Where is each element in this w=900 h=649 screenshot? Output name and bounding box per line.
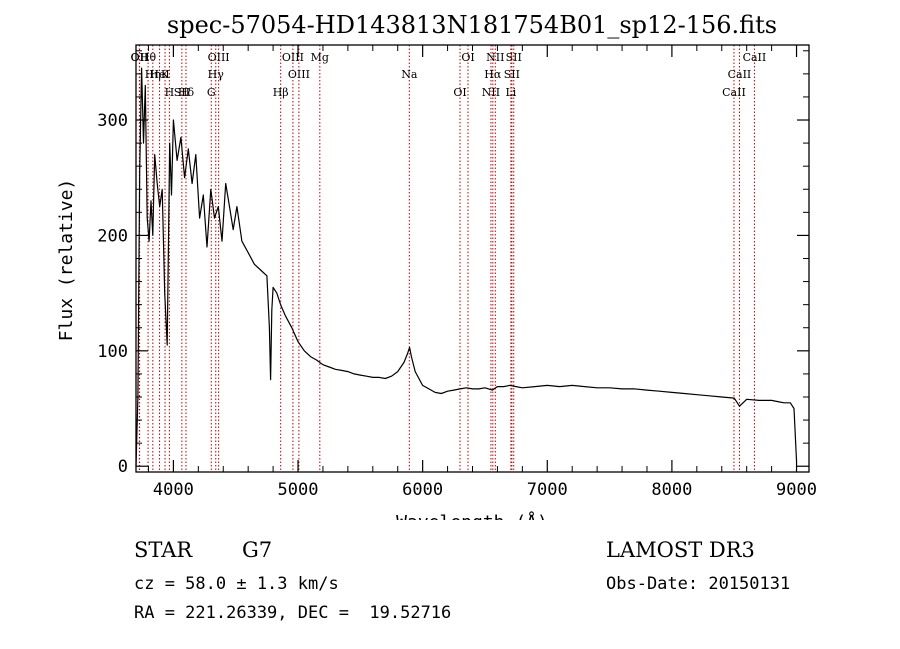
axis-tick-labels: 4000 5000 6000 7000 8000 9000 0 100 200 300 (97, 111, 817, 500)
observation-date: Obs-Date: 20150131 (606, 574, 791, 594)
x-tick-label: 5000 (278, 480, 319, 500)
line-label: Hδ (178, 86, 195, 99)
y-axis-label: Flux (relative) (56, 179, 77, 342)
line-label: OI (461, 51, 474, 64)
line-label: H (165, 86, 175, 99)
line-label: HeI (149, 68, 169, 81)
line-label: Mg (311, 51, 329, 64)
spectral-subclass: G7 (242, 538, 273, 562)
emission-line-markers (138, 45, 755, 472)
redshift-velocity: cz = 58.0 ± 1.3 km/s (134, 574, 339, 594)
object-class: STAR (134, 538, 193, 562)
plot-frame (135, 44, 810, 473)
x-tick-label: 9000 (776, 480, 817, 500)
y-tick-label: 100 (97, 342, 128, 362)
x-tick-label: 8000 (651, 480, 692, 500)
line-label: Na (401, 68, 418, 81)
line-label: Hβ (273, 86, 289, 99)
x-tick-label: 6000 (402, 480, 443, 500)
spectrum-chart: spec-57054-HD143813N181754B01_sp12-156.f… (56, 11, 817, 520)
line-label: SII (506, 51, 522, 64)
x-tick-label: 7000 (527, 480, 568, 500)
line-label: CaII (722, 86, 746, 99)
x-axis-label: Wavelength (Å) (396, 511, 548, 520)
chart-title: spec-57054-HD143813N181754B01_sp12-156.f… (167, 11, 777, 39)
line-label: Hθ (140, 51, 157, 64)
line-label: OII (131, 51, 149, 64)
x-tick-label: 4000 (153, 480, 194, 500)
line-label: SII (174, 86, 190, 99)
line-label: OIII (208, 51, 230, 64)
line-label: NII (482, 86, 500, 99)
line-label: G (207, 86, 216, 99)
y-tick-label: 300 (97, 111, 128, 131)
emission-line-labels: HθKHδOIIHeISIIOIIHηHOIIIHγGOIIIOIIIHβMgN… (131, 51, 767, 99)
line-label: NII (486, 51, 504, 64)
line-label: OIII (288, 68, 310, 81)
line-label: Hγ (208, 68, 225, 81)
y-tick-label: 200 (97, 226, 128, 246)
line-label: OI (453, 86, 466, 99)
line-label: K (161, 68, 170, 81)
line-label: OII (131, 51, 149, 64)
line-label: CaII (728, 68, 752, 81)
line-label: Hη (145, 68, 161, 81)
y-tick-label: 0 (118, 457, 128, 477)
axis-ticks (136, 45, 809, 472)
line-label: Hα (484, 68, 502, 81)
line-label: OIII (282, 51, 304, 64)
line-label: Li (505, 86, 516, 99)
coordinates: RA = 221.26339, DEC = 19.52716 (134, 603, 452, 623)
line-label: CaII (743, 51, 767, 64)
survey-name: LAMOST DR3 (606, 538, 755, 562)
spectrum-line (135, 67, 798, 467)
line-label: SII (504, 68, 520, 81)
